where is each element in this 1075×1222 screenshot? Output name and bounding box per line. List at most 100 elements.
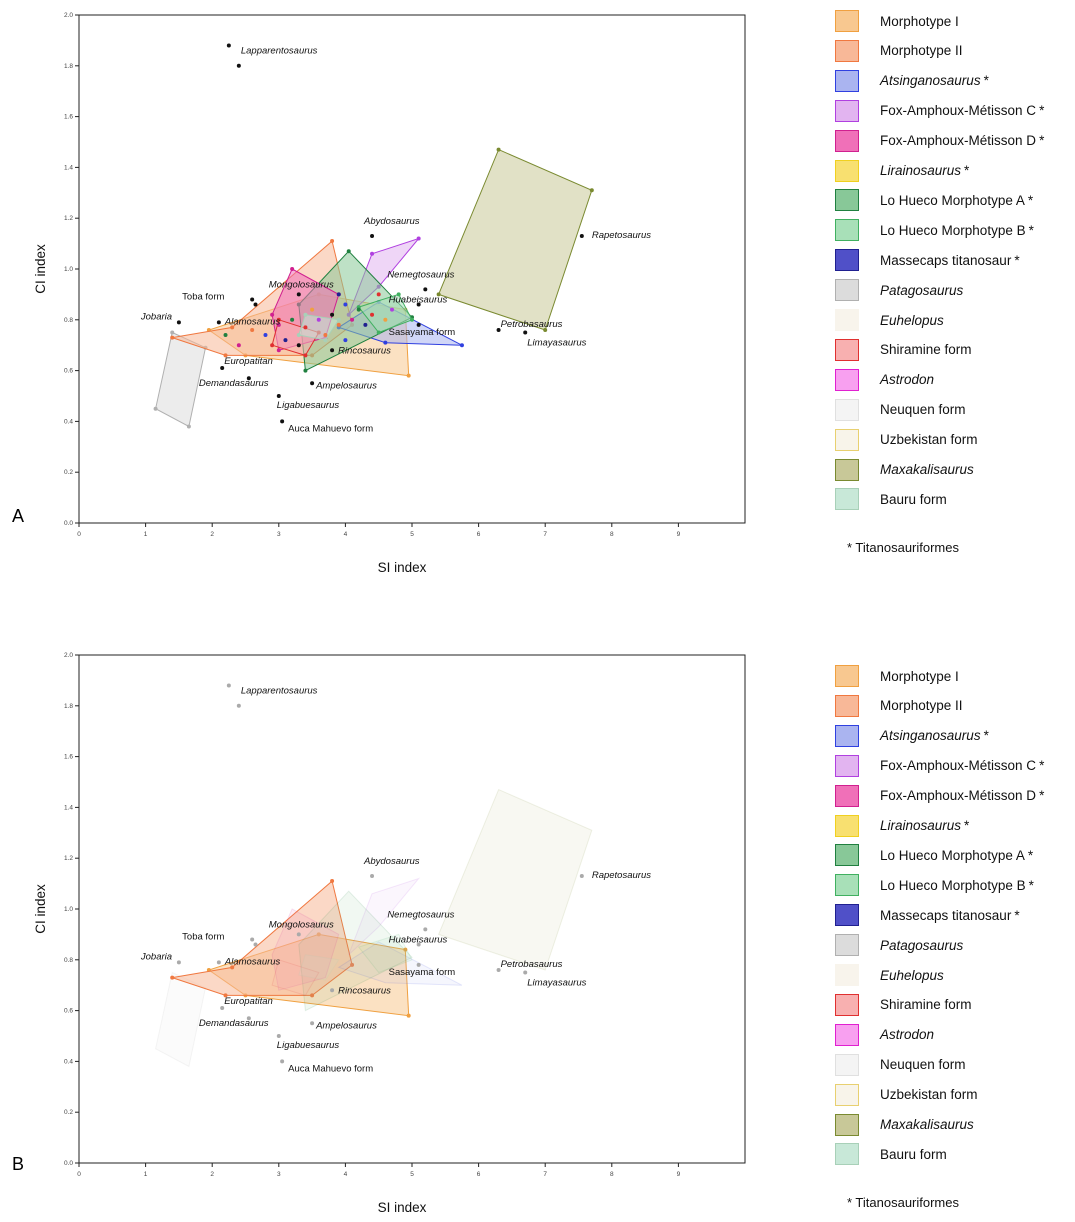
pa-data-point <box>323 333 328 338</box>
pb-hull-fox-amphoux-metisson-d <box>271 908 340 991</box>
a-legend-label: Uzbekistan form <box>880 432 978 448</box>
pb-point-label-petrobasaurus: Petrobasaurus <box>501 959 563 970</box>
b-legend-item-bauru-form: Bauru form <box>835 1141 947 1167</box>
pb-point-huabeisaurus <box>416 942 421 947</box>
b-legend-item-euhelopus: Euhelopus <box>835 962 944 988</box>
pa-data-point <box>263 333 268 338</box>
b-legend-label: Atsinganosaurus <box>880 728 981 744</box>
legend-a: Morphotype I Morphotype II Atsinganosaurus… <box>835 8 1075 568</box>
pa-data-point <box>296 343 301 348</box>
pb-x-axis-label: SI index <box>378 1200 427 1215</box>
b-legend-item-fox-amphoux-metisson-d: Fox-Amphoux-Métisson D * <box>835 783 1044 809</box>
pa-data-point <box>343 302 348 307</box>
a-legend-item-euhelopus: Euhelopus <box>835 307 944 333</box>
pb-hull-vertex-morphotype-ii <box>230 965 235 970</box>
panel-letter-a: A <box>12 506 25 526</box>
b-legend-star: * <box>983 728 989 744</box>
pa-point-ampelosaurus <box>310 381 315 386</box>
pb-point-lapparentosaurus <box>226 683 231 688</box>
b-legend-label: Lo Hueco Morphotype B <box>880 877 1026 893</box>
pa-point-label-toba-form: Toba form <box>182 291 224 302</box>
pa-data-point <box>290 317 295 322</box>
pb-plot-frame <box>78 654 746 1164</box>
a-legend-item-astrodon: Astrodon <box>835 367 934 393</box>
pa-data-point <box>276 322 281 327</box>
legend-b: Morphotype I Morphotype II Atsinganosaurus… <box>835 663 1075 1222</box>
b-legend-swatch <box>835 964 859 986</box>
pb-hull-lo-hueco-morphotype-b <box>357 933 413 974</box>
pb-point-toba-form <box>253 942 258 947</box>
a-legend-item-morphotype-ii: Morphotype II <box>835 38 963 64</box>
b-legend-item-astrodon: Astrodon <box>835 1022 934 1048</box>
pa-x-tick-label: 2 <box>210 531 214 538</box>
pb-hull-vertex-morphotype-i <box>406 1013 411 1018</box>
pb-hull-vertex-morphotype-ii <box>170 975 175 980</box>
a-legend-label: Euhelopus <box>880 312 944 328</box>
pb-point-label-rapetosaurus: Rapetosaurus <box>592 870 651 881</box>
a-legend-swatch <box>835 458 859 481</box>
a-legend-label: Shiramine form <box>880 342 972 358</box>
pb-x-tick-label: 1 <box>144 1171 148 1178</box>
b-legend-label: Uzbekistan form <box>880 1087 978 1103</box>
pb-hull-fox-amphoux-metisson-c <box>348 877 421 956</box>
pa-point-huabeisaurus <box>416 302 421 307</box>
pb-y-tick-label: 2.0 <box>64 652 73 659</box>
b-legend-label: Shiramine form <box>880 997 972 1013</box>
pb-point-demandasaurus <box>246 1016 251 1021</box>
b-legend-label: Patagosaurus <box>880 937 964 953</box>
pa-data-point <box>310 307 315 312</box>
pa-point-label-nemegtosaurus: Nemegtosaurus <box>387 269 454 280</box>
pa-x-axis-label: SI index <box>378 560 427 575</box>
a-legend-item-massecaps-titanosaur: Massecaps titanosaur * <box>835 247 1020 273</box>
pb-y-tick-label: 1.2 <box>64 855 73 862</box>
a-legend-label: Patagosaurus <box>880 282 964 298</box>
a-legend-star: * <box>1014 252 1020 268</box>
pb-point-label-toba-form: Toba form <box>182 931 224 942</box>
a-legend-item-atsinganosaurus: Atsinganosaurus * <box>835 68 989 94</box>
pb-point-label-huabeisaurus: Huabeisaurus <box>389 935 448 946</box>
pa-plot-frame <box>78 14 746 524</box>
b-legend-label: Morphotype I <box>880 668 959 684</box>
pa-y-tick-label: 0.2 <box>64 469 73 476</box>
pa-point-label-ligabuesaurus: Ligabuesaurus <box>277 400 340 411</box>
pa-y-tick-label: 1.2 <box>64 215 73 222</box>
a-legend-star: * <box>983 73 989 89</box>
pb-y-tick-label: 0.6 <box>64 1008 73 1015</box>
pb-hull-shiramine-form <box>271 959 320 996</box>
pb-x-tick-label: 7 <box>543 1171 547 1178</box>
a-legend-item-fox-amphoux-metisson-c: Fox-Amphoux-Métisson C * <box>835 98 1044 124</box>
b-legend-swatch <box>835 694 859 717</box>
pa-point-label-rapetosaurus: Rapetosaurus <box>592 230 651 241</box>
pa-hull-vertex-bauru-form <box>296 333 301 338</box>
b-legend-swatch <box>835 993 859 1016</box>
b-legend-label: Morphotype II <box>880 698 963 714</box>
pa-hull-vertex-bauru-form <box>336 317 341 322</box>
pb-y-tick-label: 1.0 <box>64 906 73 913</box>
pb-point-label-rincosaurus: Rincosaurus <box>338 985 391 996</box>
pb-point-ligabuesaurus <box>276 1034 281 1038</box>
b-legend-item-lirainosaurus: Lirainosaurus * <box>835 813 969 839</box>
pa-data-point <box>370 312 375 317</box>
pa-point-label-jobaria: Jobaria <box>140 311 172 322</box>
a-legend-swatch <box>835 219 859 242</box>
pb-point-nemegtosaurus <box>423 927 428 932</box>
a-legend-footnote: * Titanosauriformes <box>847 540 959 556</box>
pa-point-label-petrobasaurus: Petrobasaurus <box>501 319 563 330</box>
a-legend-swatch <box>835 129 859 152</box>
pb-point-petrobasaurus <box>496 967 501 972</box>
pb-point-label-mongolosaurus: Mongolosaurus <box>269 919 334 930</box>
b-legend-label: Lirainosaurus <box>880 818 962 833</box>
a-legend-star: * <box>964 163 970 178</box>
b-legend-swatch <box>835 934 859 957</box>
pb-point-label-jobaria: Jobaria <box>140 951 172 962</box>
scatter-plot-b: 0 1 2 3 4 5 6 7 8 9 0.0 0.2 0.4 0.6 0.8 1.0 1.2 1.4 1.6 1.8… <box>33 652 746 1215</box>
pa-data-point <box>343 338 348 343</box>
scatter-plot-a: 0 1 2 3 4 5 6 7 8 9 0.0 0.2 0.4 0.6 0.8 1.0 1.2 1.4 1.6 1.8… <box>33 12 746 575</box>
pb-point-auca-mahuevo-form <box>280 1059 285 1064</box>
pa-x-tick-label: 3 <box>277 531 281 538</box>
pb-point-sasayama-form <box>416 962 421 967</box>
pa-x-tick-label: 6 <box>477 531 481 538</box>
pa-point-demandasaurus <box>246 376 251 381</box>
pa-point-lapparentosaurus <box>226 43 231 48</box>
a-legend-label: Astrodon <box>880 372 935 388</box>
